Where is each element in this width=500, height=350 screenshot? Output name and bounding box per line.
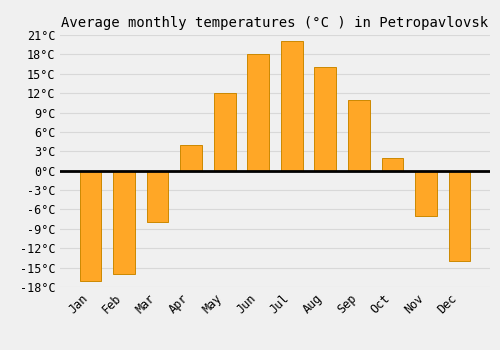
Bar bbox=[113, 171, 135, 274]
Bar bbox=[314, 67, 336, 171]
Bar bbox=[415, 171, 437, 216]
Bar bbox=[448, 171, 470, 261]
Bar bbox=[214, 93, 236, 171]
Bar bbox=[180, 145, 202, 171]
Bar bbox=[382, 158, 404, 171]
Bar bbox=[348, 100, 370, 171]
Bar bbox=[281, 41, 302, 171]
Title: Average monthly temperatures (°C ) in Petropavlovsk: Average monthly temperatures (°C ) in Pe… bbox=[62, 16, 488, 30]
Bar bbox=[248, 54, 269, 171]
Bar bbox=[146, 171, 169, 222]
Bar bbox=[80, 171, 102, 281]
